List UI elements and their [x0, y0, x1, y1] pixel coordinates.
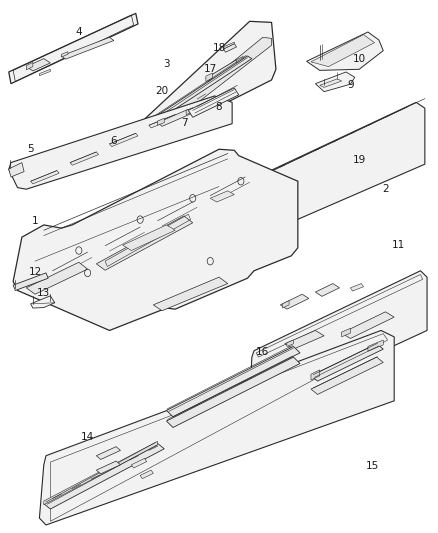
- Polygon shape: [145, 37, 272, 137]
- Polygon shape: [13, 149, 298, 330]
- Text: 13: 13: [37, 288, 50, 298]
- Polygon shape: [221, 102, 425, 248]
- Polygon shape: [287, 340, 293, 346]
- Text: 16: 16: [256, 347, 269, 357]
- Polygon shape: [342, 328, 350, 337]
- Text: 20: 20: [155, 86, 169, 95]
- Polygon shape: [44, 441, 158, 505]
- Polygon shape: [70, 152, 99, 165]
- Polygon shape: [138, 56, 252, 131]
- Polygon shape: [283, 301, 289, 308]
- Polygon shape: [350, 284, 364, 291]
- Polygon shape: [311, 344, 383, 381]
- Polygon shape: [158, 118, 164, 125]
- Polygon shape: [13, 273, 48, 290]
- Text: 14: 14: [81, 432, 94, 442]
- Polygon shape: [123, 225, 175, 251]
- Polygon shape: [307, 32, 383, 70]
- Polygon shape: [368, 340, 383, 351]
- Polygon shape: [166, 357, 300, 427]
- Polygon shape: [311, 35, 374, 67]
- Polygon shape: [9, 13, 138, 84]
- Polygon shape: [61, 37, 114, 59]
- Polygon shape: [39, 69, 50, 76]
- Polygon shape: [315, 72, 355, 92]
- Polygon shape: [26, 262, 88, 294]
- Polygon shape: [206, 73, 212, 82]
- Text: 19: 19: [353, 155, 366, 165]
- Polygon shape: [9, 163, 24, 177]
- Polygon shape: [153, 277, 228, 311]
- Polygon shape: [315, 284, 339, 296]
- Polygon shape: [237, 56, 243, 65]
- Polygon shape: [250, 271, 427, 409]
- Polygon shape: [342, 312, 394, 338]
- Polygon shape: [280, 294, 309, 309]
- Text: 2: 2: [382, 184, 389, 194]
- Text: 12: 12: [28, 267, 42, 277]
- Text: 15: 15: [366, 462, 379, 471]
- Polygon shape: [39, 330, 394, 525]
- Polygon shape: [61, 52, 68, 57]
- Polygon shape: [188, 88, 239, 117]
- Text: 17: 17: [204, 64, 217, 74]
- Text: 6: 6: [110, 136, 117, 146]
- Polygon shape: [311, 370, 320, 380]
- Text: 18: 18: [212, 43, 226, 53]
- Text: 4: 4: [75, 27, 82, 37]
- Polygon shape: [31, 171, 59, 184]
- Polygon shape: [96, 216, 193, 270]
- Polygon shape: [9, 96, 232, 189]
- Polygon shape: [26, 62, 33, 70]
- Polygon shape: [285, 330, 324, 349]
- Text: 9: 9: [347, 80, 354, 90]
- Polygon shape: [223, 188, 234, 199]
- Polygon shape: [31, 296, 55, 308]
- Polygon shape: [131, 21, 276, 140]
- Polygon shape: [223, 44, 237, 52]
- Polygon shape: [96, 461, 120, 474]
- Polygon shape: [186, 108, 193, 115]
- Text: 1: 1: [32, 216, 39, 226]
- Text: 5: 5: [27, 144, 34, 154]
- Polygon shape: [232, 225, 269, 244]
- Polygon shape: [223, 42, 234, 49]
- Text: 11: 11: [392, 240, 405, 250]
- Polygon shape: [158, 109, 193, 126]
- Polygon shape: [333, 150, 355, 160]
- Polygon shape: [149, 115, 177, 128]
- Polygon shape: [166, 346, 300, 417]
- Polygon shape: [311, 357, 383, 394]
- Text: 8: 8: [215, 102, 223, 111]
- Polygon shape: [140, 470, 153, 479]
- Polygon shape: [210, 191, 234, 202]
- Polygon shape: [320, 79, 342, 87]
- Text: 7: 7: [180, 118, 187, 127]
- Text: 3: 3: [163, 59, 170, 69]
- Text: 10: 10: [353, 54, 366, 63]
- Polygon shape: [44, 443, 164, 509]
- Polygon shape: [131, 458, 147, 468]
- Polygon shape: [206, 60, 243, 82]
- Polygon shape: [26, 59, 50, 71]
- Polygon shape: [110, 133, 138, 147]
- Polygon shape: [96, 447, 120, 459]
